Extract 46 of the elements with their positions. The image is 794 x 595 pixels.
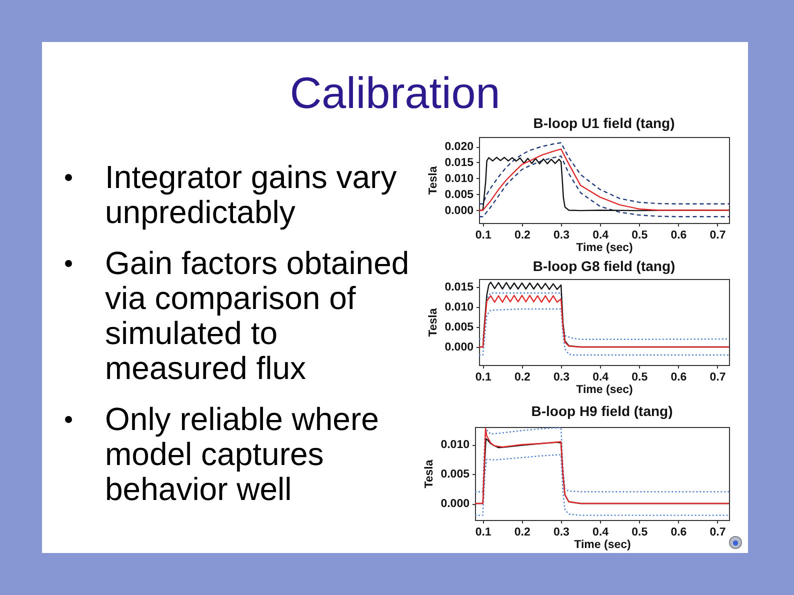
x-tick-label: 0.1	[475, 230, 492, 242]
x-tick-label: 0.3	[553, 526, 570, 538]
text: Gain factors obtained via comparison of simulated to measured flux	[105, 245, 410, 386]
x-tick-label: 0.3	[554, 372, 570, 384]
x-tick-label: 0.1	[475, 372, 492, 384]
text: Calibration	[290, 69, 500, 118]
y-tick-label: 0.015	[444, 282, 474, 294]
y-tick-label: 0.020	[444, 141, 474, 154]
y-tick-label: 0.010	[444, 172, 474, 185]
y-axis-title: Tesla	[428, 308, 440, 337]
x-tick-label: 0.6	[670, 230, 687, 242]
y-tick-label: 0.000	[440, 498, 470, 510]
x-tick-label: 0.5	[632, 526, 648, 538]
y-tick-label: 0.000	[444, 342, 474, 354]
x-tick-label: 0.4	[592, 526, 610, 538]
x-tick-label: 0.3	[554, 230, 570, 242]
y-tick-label: 0.005	[444, 322, 474, 334]
chart-title: B-loop U1 field (tang)	[533, 115, 675, 131]
text: Only reliable where model captures behavior well	[105, 401, 380, 507]
y-tick-label: 0.005	[444, 188, 474, 201]
x-tick-label: 0.6	[670, 372, 687, 384]
x-tick-label: 0.7	[710, 372, 726, 384]
x-axis-title: Time (sec)	[576, 384, 633, 396]
y-tick-label: 0.005	[440, 468, 470, 481]
x-tick-label: 0.4	[592, 230, 610, 242]
x-tick-label: 0.7	[710, 526, 726, 538]
x-tick-label: 0.2	[514, 526, 530, 538]
x-tick-label: 0.5	[632, 230, 648, 242]
x-axis-title: Time (sec)	[576, 242, 633, 254]
x-tick-label: 0.2	[514, 230, 530, 242]
y-tick-label: 0.010	[444, 302, 474, 314]
chart-title: B-loop G8 field (tang)	[532, 258, 676, 274]
x-axis-title: Time (sec)	[574, 539, 631, 551]
y-tick-label: 0.015	[444, 156, 474, 169]
x-tick-label: 0.2	[514, 372, 530, 384]
x-tick-label: 0.1	[475, 526, 492, 538]
text: Integrator gains vary unpredictably	[105, 159, 398, 230]
x-tick-label: 0.6	[670, 526, 687, 538]
y-axis-title: Tesla	[424, 459, 436, 488]
x-tick-label: 0.7	[710, 230, 726, 242]
y-axis-title: Tesla	[428, 166, 440, 195]
y-tick-label: 0.000	[444, 204, 474, 217]
y-tick-label: 0.010	[440, 439, 470, 452]
chart-title: B-loop H9 field (tang)	[531, 403, 673, 419]
x-tick-label: 0.5	[632, 372, 648, 384]
x-tick-label: 0.4	[592, 372, 610, 384]
